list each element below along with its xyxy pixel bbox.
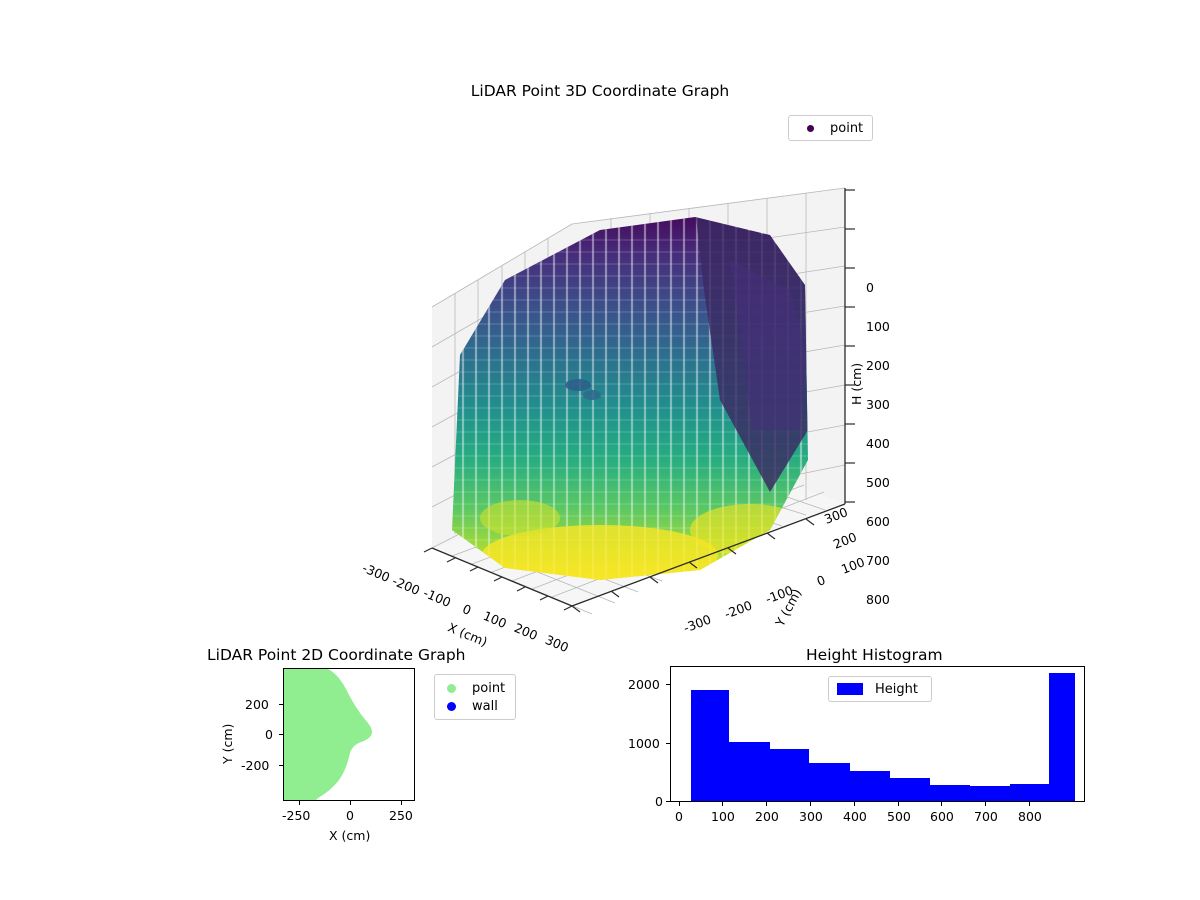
plot-hist-ytickmark-0 bbox=[666, 801, 670, 802]
plot-hist-ytickmark-1 bbox=[666, 743, 670, 744]
plot-hist-xtickmark-5 bbox=[898, 802, 899, 806]
plot-hist-xtick-8: 800 bbox=[1018, 809, 1042, 824]
plot-2d-xtickmark-2 bbox=[401, 801, 402, 805]
plot-3d-ztick-8: 800 bbox=[866, 592, 890, 607]
plot-2d-xtick-2: 250 bbox=[389, 808, 413, 823]
plot-hist-xtickmark-4 bbox=[854, 802, 855, 806]
plot-2d-legend-item-wall[interactable]: wall bbox=[443, 697, 507, 715]
plot-2d-xaxis-label: X (cm) bbox=[329, 828, 371, 843]
plot-hist-xtick-7: 700 bbox=[974, 809, 998, 824]
plot-2d-ytickmark-1 bbox=[279, 734, 283, 735]
plot-hist-xtickmark-2 bbox=[766, 802, 767, 806]
plot-3d-legend-label-point: point bbox=[830, 120, 864, 136]
plot-3d-ztick-3: 300 bbox=[866, 397, 890, 412]
point-marker-icon bbox=[807, 124, 814, 132]
plot-2d-yaxis-label: Y (cm) bbox=[220, 723, 235, 764]
histogram-bar bbox=[691, 690, 730, 801]
plot-hist-xtick-3: 300 bbox=[799, 809, 823, 824]
plot-3d-axes[interactable]: 0 100 200 300 400 500 600 700 800 H (cm)… bbox=[300, 100, 940, 660]
histogram-bar bbox=[930, 784, 970, 801]
plot-hist-xtickmark-6 bbox=[941, 802, 942, 806]
plot-2d-ytickmark-2 bbox=[279, 765, 283, 766]
plot-2d-canvas bbox=[284, 669, 372, 800]
plot-2d-xtick-0: -250 bbox=[282, 808, 311, 823]
plot-3d-legend[interactable]: point bbox=[788, 115, 873, 141]
plot-3d-canvas bbox=[423, 187, 855, 615]
plot-hist-title: Height Histogram bbox=[806, 646, 943, 664]
plot-3d-tickmarks bbox=[423, 189, 855, 613]
plot-hist-ytick-0: 0 bbox=[655, 794, 663, 809]
plot-2d-title: LiDAR Point 2D Coordinate Graph bbox=[207, 646, 466, 664]
plot-3d-title: LiDAR Point 3D Coordinate Graph bbox=[470, 82, 730, 100]
plot-2d-legend-label-wall: wall bbox=[472, 698, 498, 714]
point-marker-icon bbox=[447, 683, 456, 693]
height-swatch-icon bbox=[837, 683, 863, 695]
plot-hist-xtickmark-7 bbox=[985, 802, 986, 806]
plot-hist-xtick-0: 0 bbox=[675, 809, 683, 824]
plot-hist-xtick-5: 500 bbox=[887, 809, 911, 824]
plot-3d-zaxis-label: H (cm) bbox=[849, 362, 864, 405]
plot-hist-xtickmark-8 bbox=[1029, 802, 1030, 806]
plot-3d-ztick-4: 400 bbox=[866, 436, 890, 451]
histogram-bar bbox=[1049, 672, 1075, 801]
plot-2d-ytick-2: -200 bbox=[241, 758, 270, 773]
plot-3d-ztick-6: 600 bbox=[866, 514, 890, 529]
plot-2d-ytick-1: 0 bbox=[265, 727, 273, 742]
plot-hist-xtick-6: 600 bbox=[930, 809, 954, 824]
plot-hist-ytickmark-2 bbox=[666, 684, 670, 685]
plot-3d-ztick-1: 100 bbox=[866, 319, 890, 334]
plot-2d-xtickmark-0 bbox=[299, 801, 300, 805]
plot-hist-xtickmark-0 bbox=[679, 802, 680, 806]
plot-2d-ytickmark-0 bbox=[279, 704, 283, 705]
plot-hist-xtickmark-3 bbox=[810, 802, 811, 806]
plot-3d-ztick-2: 200 bbox=[866, 358, 890, 373]
plot-3d-legend-item-point[interactable]: point bbox=[797, 120, 864, 136]
plot-2d-xtickmark-1 bbox=[350, 801, 351, 805]
histogram-bar bbox=[1009, 783, 1050, 801]
plot-hist-legend-label-height: Height bbox=[875, 681, 918, 697]
plot-2d-legend[interactable]: point wall bbox=[434, 674, 516, 720]
plot-2d-ytick-0: 200 bbox=[245, 697, 269, 712]
histogram-bar bbox=[969, 785, 1010, 801]
histogram-bars bbox=[671, 667, 1084, 801]
histogram-bar bbox=[889, 777, 930, 801]
plot-hist-xtick-1: 100 bbox=[711, 809, 735, 824]
plot-2d-legend-item-point[interactable]: point bbox=[443, 679, 507, 697]
histogram-bar bbox=[729, 741, 770, 801]
plot-3d-ztick-7: 700 bbox=[866, 553, 890, 568]
histogram-bar bbox=[769, 748, 810, 801]
plot-3d-point-cloud bbox=[452, 217, 808, 580]
plot-hist-legend-item-height[interactable]: Height bbox=[837, 681, 923, 697]
wall-marker-icon bbox=[447, 701, 456, 711]
plot-hist-xtick-4: 400 bbox=[843, 809, 867, 824]
plot-2d-point-region bbox=[284, 669, 372, 800]
histogram-bar bbox=[809, 763, 850, 801]
plot-2d-legend-label-point: point bbox=[472, 680, 506, 696]
plot-hist-legend[interactable]: Height bbox=[828, 676, 932, 702]
plot-hist-xtickmark-1 bbox=[722, 802, 723, 806]
plot-hist-ytick-2: 2000 bbox=[628, 677, 660, 692]
plot-3d-ztick-5: 500 bbox=[866, 475, 890, 490]
plot-3d-ztick-0: 0 bbox=[866, 280, 874, 295]
plot-hist-ytick-1: 1000 bbox=[628, 736, 660, 751]
plot-2d-xtick-1: 0 bbox=[346, 808, 354, 823]
histogram-bar bbox=[849, 771, 890, 801]
plot-hist-xtick-2: 200 bbox=[755, 809, 779, 824]
plot-2d-axes[interactable] bbox=[283, 668, 415, 801]
